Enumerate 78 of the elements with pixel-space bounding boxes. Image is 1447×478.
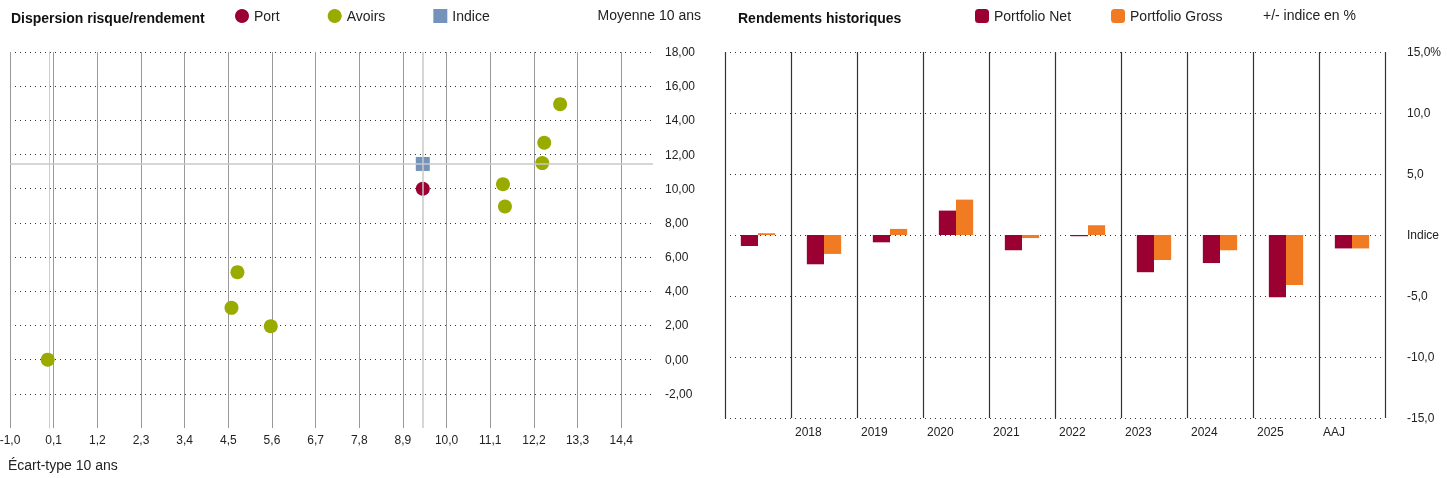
- bar: [1220, 235, 1238, 251]
- point: [230, 265, 245, 280]
- point: [537, 135, 552, 150]
- y-axis-title: Moyenne 10 ans: [597, 7, 702, 23]
- x-tick-label: 2019: [861, 425, 889, 439]
- bar: [1268, 235, 1286, 298]
- x-tick-label: 2,3: [132, 433, 150, 447]
- x-tick-label: 8,9: [394, 433, 412, 447]
- x-axis-title: Écart-type 10 ans: [8, 457, 118, 473]
- bar: [806, 235, 824, 265]
- y-tick-label: -15,0: [1407, 411, 1435, 425]
- bar: [1022, 235, 1040, 239]
- bar: [956, 199, 974, 235]
- x-tick-label: 2024: [1191, 425, 1219, 439]
- y-tick-label: -10,0: [1407, 350, 1435, 364]
- x-tick-label: 0,1: [45, 433, 63, 447]
- y-tick-label: 18,00: [665, 45, 696, 59]
- bar: [872, 235, 890, 243]
- bar: [1286, 235, 1304, 286]
- bar: [1154, 235, 1172, 261]
- bar: [890, 228, 908, 235]
- bar: [1136, 235, 1154, 273]
- x-tick-label: 2023: [1125, 425, 1153, 439]
- x-tick-label: 1,2: [88, 433, 106, 447]
- bar: [824, 235, 842, 254]
- legend-label: Portfolio Gross: [1130, 8, 1223, 24]
- bar: [1334, 235, 1352, 249]
- y-tick-label: 14,00: [665, 113, 696, 128]
- bar: [1202, 235, 1220, 264]
- x-tick-label: 3,4: [176, 433, 194, 447]
- x-tick-label: 10,0: [434, 433, 459, 447]
- x-tick-label: 11,1: [479, 433, 502, 447]
- y-tick-label: 2,00: [665, 318, 689, 333]
- bar: [1352, 235, 1370, 249]
- y-tick-label: 16,00: [665, 79, 696, 94]
- y-tick-label: 0,00: [665, 352, 689, 367]
- bar: [938, 210, 956, 235]
- y-tick-label: 10,0: [1407, 106, 1431, 120]
- x-tick-label: 2021: [993, 425, 1021, 439]
- point: [40, 352, 55, 367]
- x-tick-label: 4,5: [219, 433, 237, 447]
- chart-title: Dispersion risque/rendement: [11, 10, 206, 26]
- x-tick-label: 13,3: [565, 433, 590, 447]
- point: [497, 199, 512, 214]
- point: [224, 300, 239, 315]
- legend-label: Port: [254, 8, 280, 24]
- x-tick-label: 7,8: [350, 433, 368, 447]
- legend-label: Indice: [452, 8, 490, 24]
- y-tick-label: 10,00: [665, 181, 696, 196]
- x-tick-label: 2020: [927, 425, 955, 439]
- x-tick-label: 14,4: [609, 433, 634, 447]
- y-tick-label: -2,00: [665, 386, 693, 401]
- y-tick-label: 6,00: [665, 250, 689, 265]
- x-tick-label: 2018: [795, 425, 823, 439]
- x-tick-label: AAJ: [1323, 425, 1346, 439]
- legend-label: Avoirs: [346, 8, 386, 24]
- x-tick-label: 2025: [1257, 425, 1285, 439]
- y-tick-label: 8,00: [665, 215, 689, 230]
- y-tick-label: -5,0: [1407, 289, 1428, 303]
- bar: [1004, 235, 1022, 251]
- x-tick-label: 2022: [1059, 425, 1087, 439]
- point: [263, 319, 278, 334]
- x-tick-label: -1,0: [0, 433, 21, 447]
- bar: [1088, 225, 1106, 235]
- legend-label: Portfolio Net: [994, 8, 1072, 24]
- y-axis-title: +/- indice en %: [1263, 7, 1356, 23]
- x-tick-label: 12,2: [522, 433, 546, 447]
- y-tick-label: 12,00: [665, 147, 696, 162]
- x-tick-label: 5,6: [263, 433, 281, 447]
- bar: [740, 235, 758, 246]
- chart-title: Rendements historiques: [738, 10, 902, 26]
- y-tick-label: 15,0%: [1407, 45, 1442, 59]
- point: [553, 97, 568, 112]
- y-tick-label: 5,0: [1407, 167, 1425, 181]
- y-tick-label: 4,00: [665, 284, 689, 299]
- y-tick-label: Indice: [1407, 228, 1440, 242]
- point: [495, 177, 510, 192]
- x-tick-label: 6,7: [307, 433, 325, 447]
